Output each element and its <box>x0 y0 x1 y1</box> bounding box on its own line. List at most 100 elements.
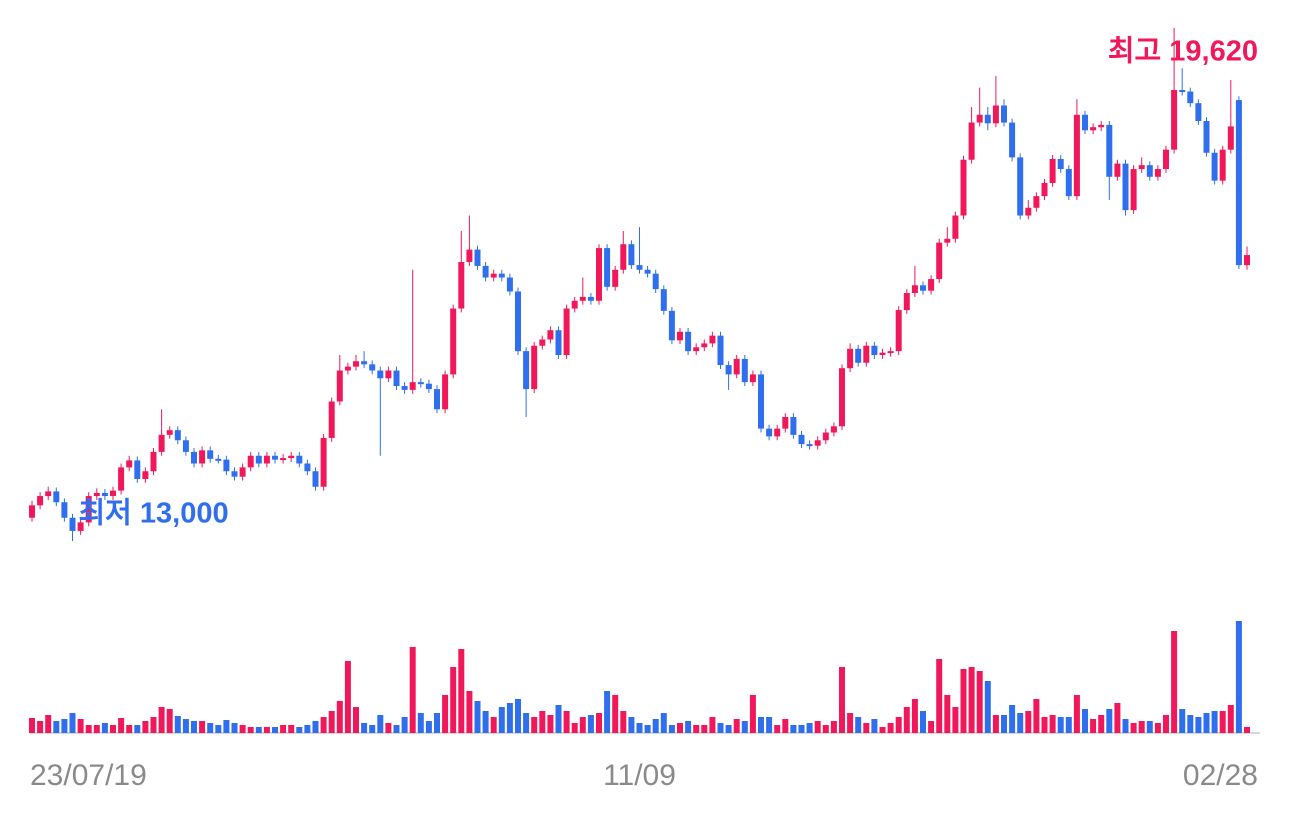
candle-body <box>255 455 262 464</box>
volume-bar <box>1041 717 1048 733</box>
volume-bar <box>612 695 619 733</box>
volume-bar <box>1195 717 1202 733</box>
volume-bar <box>539 711 546 733</box>
candle-body <box>1098 124 1105 128</box>
volume-bar <box>29 718 35 733</box>
candle-body <box>1219 149 1226 181</box>
volume-bar <box>847 713 854 733</box>
candle-body <box>401 386 408 390</box>
volume-bar <box>911 699 918 733</box>
volume-bar <box>1227 705 1234 733</box>
volume-bar <box>328 711 335 733</box>
candle-body <box>806 444 813 447</box>
volume-bar <box>660 713 667 733</box>
volume-bar <box>652 719 659 733</box>
volume-bar <box>312 721 319 733</box>
candle-body <box>628 244 635 266</box>
volume-bar <box>871 719 878 733</box>
candle-body <box>839 368 845 427</box>
candle-body <box>296 455 303 464</box>
volume-bar <box>774 725 781 733</box>
candle-body <box>1025 207 1032 216</box>
candle-body <box>668 310 675 341</box>
volume-bar <box>61 719 68 733</box>
volume-bar <box>968 667 975 733</box>
volume-bar <box>118 718 125 733</box>
candle-body <box>596 248 602 301</box>
candle-body <box>158 434 165 452</box>
volume-bar <box>887 723 894 733</box>
volume-bar <box>1146 721 1153 733</box>
volume-bar <box>223 720 230 733</box>
candle-body <box>1244 255 1250 266</box>
volume-bar <box>1187 715 1194 733</box>
candle-body <box>1138 165 1145 170</box>
volume-bar <box>685 721 692 733</box>
candle-body <box>798 434 805 445</box>
candle-body <box>1130 169 1137 211</box>
volume-bar <box>733 719 740 733</box>
candle-body <box>239 467 246 477</box>
volume-bar <box>296 727 303 733</box>
volume-bar <box>1114 703 1121 733</box>
volume-bar <box>587 715 594 733</box>
candle-body <box>814 440 821 446</box>
low-annotation: 최저 13,000 <box>79 497 229 530</box>
candle-body <box>968 122 975 160</box>
volume-bar <box>425 721 432 733</box>
candle-body <box>830 426 837 433</box>
volume-bar <box>77 719 84 733</box>
candle-body <box>515 291 521 352</box>
candle-body <box>1001 105 1007 123</box>
candle-body <box>1171 89 1178 150</box>
candle-body <box>45 491 52 497</box>
volume-bar <box>830 721 837 733</box>
volume-bar <box>1122 719 1129 733</box>
candle-body <box>466 249 473 263</box>
volume-bar <box>150 717 157 733</box>
candle-body <box>895 310 902 352</box>
volume-bar <box>1235 621 1242 733</box>
candle-body <box>701 343 708 348</box>
candle-body <box>960 159 967 216</box>
candle-body <box>604 248 611 287</box>
volume-bar <box>693 725 700 733</box>
candle-body <box>409 382 416 390</box>
candle-body <box>1017 157 1024 216</box>
volume-bar <box>126 725 133 733</box>
volume-bar <box>1065 717 1072 733</box>
candle-body <box>952 215 959 239</box>
candle-body <box>1122 163 1129 211</box>
volume-bar <box>320 717 327 733</box>
candle-body <box>93 492 100 497</box>
candle-body <box>344 366 351 371</box>
volume-bar <box>515 699 521 733</box>
candle-body <box>272 455 278 460</box>
volume-bar <box>895 717 902 733</box>
volume-bar <box>263 727 270 733</box>
volume-bar <box>1049 715 1056 733</box>
volume-bar <box>798 725 805 733</box>
volume-bar <box>401 717 408 733</box>
candle-body <box>29 505 35 518</box>
candle-body <box>1235 100 1242 266</box>
volume-bar <box>442 695 449 733</box>
candle-body <box>887 351 894 354</box>
candle-body <box>223 459 230 472</box>
candle-body <box>215 458 222 461</box>
volume-bar <box>1211 711 1218 733</box>
volume-bar <box>506 703 513 733</box>
candle-body <box>1090 127 1097 131</box>
volume-bar <box>701 725 708 733</box>
volume-bar <box>1130 723 1137 733</box>
candle-body <box>1073 114 1080 197</box>
volume-bar <box>498 707 505 733</box>
volume-bar <box>636 723 643 733</box>
candle-body <box>134 460 141 480</box>
volume-bar <box>53 721 60 733</box>
candle-body <box>1106 124 1113 177</box>
volume-bar <box>1025 711 1032 733</box>
candle-body <box>539 339 546 346</box>
volume-bar <box>758 717 764 733</box>
volume-bar <box>344 661 351 733</box>
